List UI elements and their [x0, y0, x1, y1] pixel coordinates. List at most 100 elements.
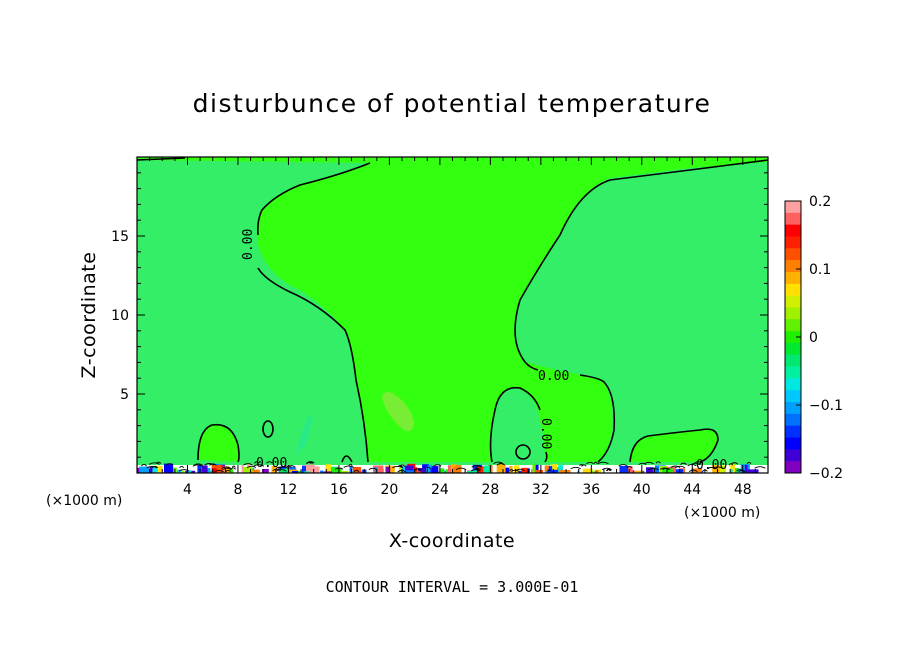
surface-noise-cell	[467, 470, 478, 473]
surface-noise-cell	[373, 465, 384, 473]
surface-noise-contour	[275, 466, 282, 470]
surface-noise-contour	[165, 463, 174, 466]
surface-noise-contour	[493, 461, 504, 464]
surface-noise-cell	[513, 465, 520, 473]
surface-noise-cell	[532, 464, 536, 473]
colorbar-tick-label: 0.1	[809, 262, 831, 278]
colorbar-tick-label: −0.1	[809, 398, 843, 414]
colorbar-segment	[785, 307, 801, 320]
surface-noise-cell	[646, 467, 654, 473]
surface-noise-contour	[688, 469, 698, 472]
surface-noise-cell	[730, 464, 735, 473]
surface-noise-cell	[211, 468, 217, 473]
surface-noise-cell	[440, 468, 445, 473]
surface-noise-cell	[518, 470, 524, 473]
surface-noise-contour	[306, 461, 312, 465]
colorbar-tick-label: −0.2	[809, 466, 843, 482]
x-tick-label: 40	[633, 482, 651, 498]
colorbar-segment	[785, 224, 801, 237]
surface-noise-cell	[220, 465, 223, 473]
surface-noise-contour	[246, 465, 257, 469]
surface-noise-cell	[582, 468, 593, 473]
surface-noise-contour	[433, 464, 442, 467]
surface-noise-contour	[275, 469, 287, 472]
contour-line-central	[257, 162, 371, 236]
surface-noise-contour	[694, 461, 702, 464]
surface-noise-cell	[152, 466, 158, 473]
surface-noise-contour	[266, 461, 273, 464]
surface-noise-contour	[204, 463, 215, 466]
surface-noise-contour	[626, 465, 633, 469]
colorbar-segment	[785, 295, 801, 308]
surface-noise-contour	[368, 467, 378, 471]
surface-noise-contour	[670, 465, 681, 468]
x-tick-label: 24	[431, 482, 449, 498]
surface-noise-cell	[535, 469, 543, 473]
surface-noise-contour	[601, 467, 612, 471]
surface-noise-contour	[570, 466, 581, 470]
colorbar-segment	[785, 342, 801, 356]
contour-line-mid-arch-lower	[544, 451, 548, 463]
surface-noise-contour	[707, 466, 716, 470]
surface-noise-cell	[262, 469, 269, 473]
surface-noise-cell	[628, 466, 633, 473]
surface-noise-cell	[431, 466, 439, 473]
surface-noise-contour	[547, 469, 551, 472]
surface-noise-contour	[348, 463, 353, 466]
x-unit-right: (×1000 m)	[684, 505, 760, 521]
surface-noise-contour	[475, 467, 482, 471]
surface-noise-contour	[178, 469, 190, 472]
surface-noise-contour	[586, 461, 594, 465]
surface-noise-cell	[693, 468, 702, 473]
surface-noise-contour	[146, 465, 158, 469]
surface-noise-contour	[597, 461, 609, 465]
surface-noise-cell	[320, 470, 324, 473]
surface-noise-cell	[503, 467, 512, 473]
colorbar-segment	[785, 271, 801, 285]
surface-noise-contour	[593, 461, 598, 464]
surface-noise-cell	[398, 466, 402, 473]
colorbar-segment	[785, 437, 801, 450]
surface-noise-contour	[605, 468, 612, 472]
contour-label: 0.00	[538, 369, 569, 384]
surface-noise-cell	[341, 470, 349, 473]
surface-noise-contour	[280, 465, 293, 468]
surface-noise-cell	[483, 465, 490, 473]
surface-noise-contour	[193, 463, 203, 466]
colorbar-segment	[785, 331, 801, 344]
contour-line-right-middle	[579, 374, 616, 463]
surface-noise-contour	[221, 466, 232, 469]
surface-noise-cell	[149, 466, 154, 473]
colorbar-segment	[785, 319, 801, 332]
colorbar-tick-label: 0	[809, 330, 818, 346]
surface-noise-contour	[230, 467, 236, 470]
surface-noise-contour	[618, 464, 628, 467]
contour-lines	[136, 157, 769, 463]
surface-noise-contour	[662, 467, 671, 471]
surface-noise-cell	[229, 469, 234, 473]
surface-noise-cell	[546, 471, 549, 473]
surface-noise-contour	[655, 461, 661, 464]
contour-line-upper-left	[136, 157, 186, 161]
surface-noise-cell	[177, 469, 183, 473]
surface-noise-contour	[647, 467, 659, 471]
x-tick-label: 8	[233, 482, 242, 498]
colorbar-segment	[785, 413, 801, 426]
surface-noise-contour	[474, 467, 480, 471]
surface-noise-contour	[192, 464, 203, 467]
surface-noise-cell	[325, 464, 331, 473]
surface-noise-cell	[619, 466, 629, 473]
surface-noise-cell	[251, 469, 260, 473]
x-tick-label: 36	[582, 482, 600, 498]
surface-noise-cell	[634, 470, 643, 473]
surface-noise-contour	[353, 469, 360, 473]
colorbar-segment	[785, 425, 801, 438]
contour-label: 0.00	[256, 456, 287, 471]
colorbar-segment	[785, 449, 801, 462]
colorbar-segment	[785, 461, 801, 474]
surface-noise-cell	[558, 465, 563, 473]
colorbar-segment	[785, 378, 801, 391]
surface-noise-contour	[253, 461, 260, 464]
surface-noise-contour	[399, 464, 406, 467]
